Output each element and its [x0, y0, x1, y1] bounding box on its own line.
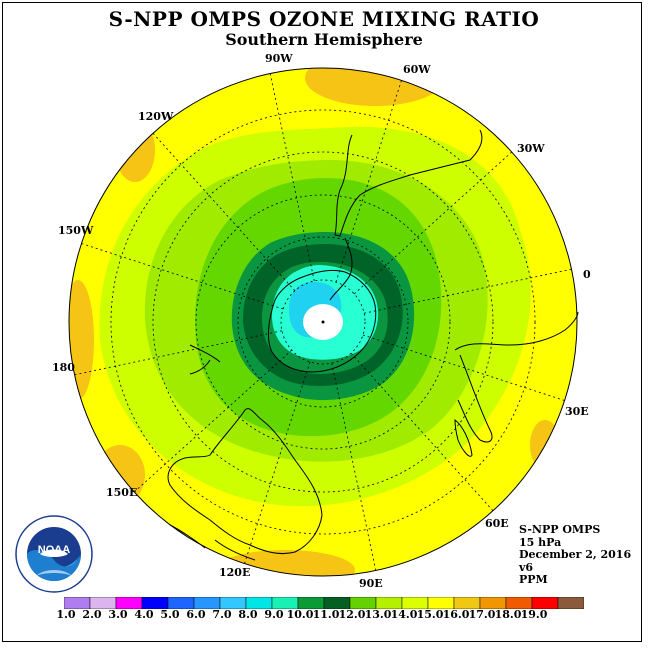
meridian-line	[363, 268, 572, 314]
info-date: December 2, 2016	[519, 548, 632, 561]
colorbar-tick-label: 16.0	[442, 608, 470, 621]
meridian-line	[152, 132, 296, 292]
colorbar-tick-label: 19.0	[520, 608, 548, 621]
lon-label-120e: 120E	[219, 566, 251, 579]
latitude-circle	[195, 194, 451, 450]
colorbar	[64, 597, 584, 609]
colorbar-swatch	[557, 597, 584, 609]
colorbar-tick-label: 11.0	[312, 608, 340, 621]
lon-label-150e: 150E	[106, 486, 138, 499]
south-pole-marker	[321, 320, 325, 324]
ozone-patch-15-16	[215, 550, 355, 576]
lon-label-90w: 90W	[265, 52, 293, 65]
lon-label-60e: 60E	[485, 517, 509, 530]
colorbar-tick-label: 9.0	[264, 608, 284, 621]
meridian-line	[335, 80, 402, 283]
info-units: PPM	[519, 573, 548, 586]
latitude-circle	[280, 279, 366, 365]
latitude-circle	[152, 151, 494, 493]
colorbar-tick-label: 5.0	[160, 608, 180, 621]
antarctica-coast	[267, 269, 377, 373]
info-level: 15 hPa	[519, 535, 562, 549]
meridian-line	[244, 361, 311, 564]
figure-frame	[2, 2, 642, 642]
colorbar-tick-label: 12.0	[338, 608, 366, 621]
meridian-line	[353, 151, 513, 295]
colorbar-tick-label: 6.0	[186, 608, 206, 621]
lon-label-60w: 60W	[403, 63, 431, 76]
info-version: v6	[519, 560, 534, 574]
colorbar-tick-label: 3.0	[108, 608, 128, 621]
info-block: S-NPP OMPS 15 hPa December 2, 2016 v6 PP…	[519, 523, 632, 587]
lon-label-120w: 120W	[138, 110, 174, 123]
map-title: S-NPP OMPS OZONE MIXING RATIO	[108, 7, 540, 31]
colorbar-tick-label: 1.0	[56, 608, 76, 621]
info-instrument: S-NPP OMPS	[519, 523, 601, 536]
lon-label-90e: 90E	[359, 577, 383, 590]
colorbar-tick-label: 2.0	[82, 608, 102, 621]
meridian-line	[331, 362, 377, 571]
colorbar-tick-label: 10.0	[286, 608, 314, 621]
ozone-patch-15-16	[69, 280, 94, 400]
lon-label-150w: 150W	[58, 224, 94, 237]
meridian-line	[81, 243, 284, 310]
lon-label-180: 180	[52, 361, 75, 374]
meridian-line	[74, 330, 283, 376]
new-zealand-coast	[189, 344, 221, 375]
colorbar-tick-label: 4.0	[134, 608, 154, 621]
meridian-line	[133, 349, 293, 493]
map-boundary	[68, 67, 578, 577]
colorbar-tick-label: 7.0	[212, 608, 232, 621]
madagascar-coast	[454, 419, 473, 457]
colorbar-tick-label: 15.0	[416, 608, 444, 621]
ozone-patch-15-16	[305, 68, 445, 106]
lon-label-0: 0	[583, 268, 591, 281]
south-america-coast	[334, 129, 483, 237]
colorbar-tick-label: 8.0	[238, 608, 258, 621]
noaa-logo-text: NOAA	[38, 544, 70, 556]
map-subtitle: Southern Hemisphere	[225, 30, 423, 49]
graticule	[74, 73, 572, 571]
latitude-circle	[237, 236, 409, 408]
meridian-line	[269, 73, 315, 282]
meridian-line	[350, 352, 494, 512]
lon-label-30e: 30E	[565, 405, 589, 418]
latitude-circle	[110, 109, 536, 535]
meridian-line	[362, 334, 565, 401]
ozone-field	[69, 68, 577, 576]
ozone-patch-15-16	[115, 118, 155, 182]
australia-coast	[167, 408, 323, 555]
noaa-logo: NOAA	[15, 515, 93, 593]
africa-coast	[454, 311, 579, 443]
colorbar-tick-label: 18.0	[494, 608, 522, 621]
colorbar-tick-label: 14.0	[390, 608, 418, 621]
colorbar-tick-label: 13.0	[364, 608, 392, 621]
colorbar-tick-label: 17.0	[468, 608, 496, 621]
lon-label-30w: 30W	[517, 142, 545, 155]
antarctic-peninsula-coast	[329, 237, 353, 301]
